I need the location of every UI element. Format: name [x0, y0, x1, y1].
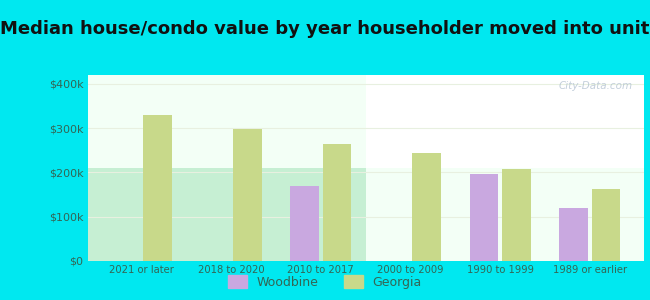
- Bar: [291, 186, 319, 261]
- Bar: [143, 115, 172, 261]
- Bar: [322, 144, 351, 261]
- Bar: [559, 208, 588, 261]
- Text: Median house/condo value by year householder moved into unit: Median house/condo value by year househo…: [0, 20, 650, 38]
- Bar: [592, 189, 620, 261]
- Bar: [233, 129, 262, 261]
- Bar: [469, 174, 499, 261]
- Legend: Woodbine, Georgia: Woodbine, Georgia: [223, 270, 427, 294]
- Bar: [502, 169, 530, 261]
- Text: City-Data.com: City-Data.com: [558, 81, 632, 91]
- Bar: [412, 153, 441, 261]
